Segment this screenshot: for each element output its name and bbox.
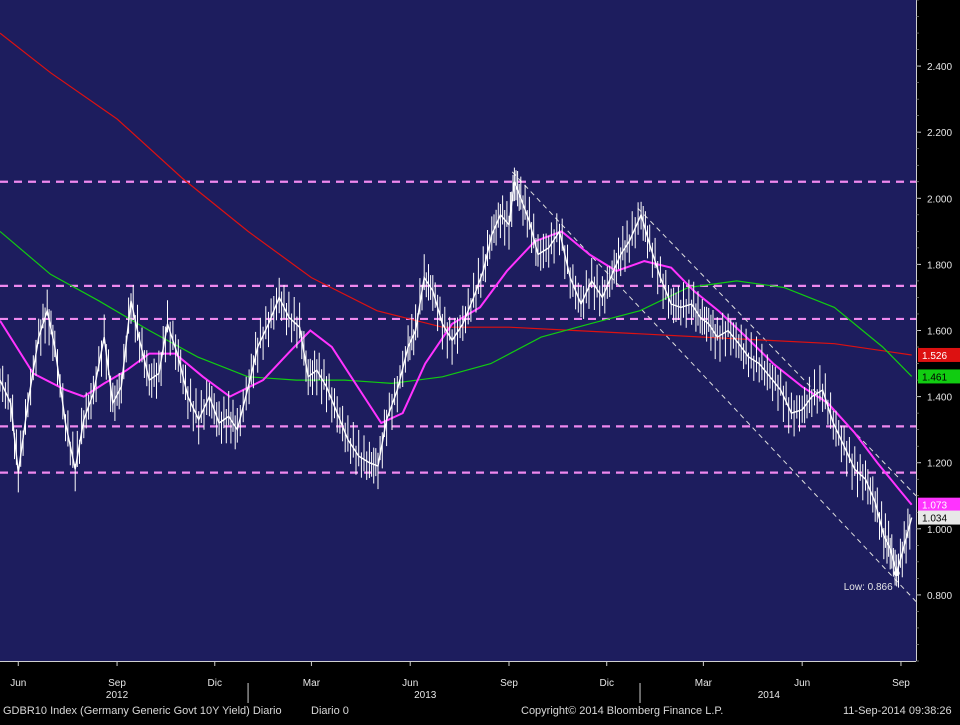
y-tick-label: 0.800 [927, 591, 952, 602]
ma-short-value-tag [918, 497, 960, 512]
price-value-tag [918, 510, 960, 525]
y-tick-label: 1.000 [927, 525, 952, 536]
low-annotation: Low: 0.866 [844, 582, 893, 593]
diario-label: Diario 0 [311, 705, 349, 717]
annotations: Low: 0.866 [844, 570, 900, 593]
y-tick-label: 1.600 [927, 327, 952, 338]
y-tick-label: 1.800 [927, 260, 952, 271]
y-tick-label: 1.200 [927, 459, 952, 470]
x-tick-label: Dic [600, 678, 614, 689]
ma-long-value-tag-label: 1.526 [922, 351, 947, 362]
x-tick-label: Jun [794, 678, 810, 689]
index-label: GDBR10 Index (Germany Generic Govt 10Y Y… [3, 705, 282, 717]
x-tick-label: Jun [402, 678, 418, 689]
year-label: 2012 [106, 690, 129, 701]
y-tick-label: 1.400 [927, 393, 952, 404]
price-value-tag-label: 1.034 [922, 514, 947, 525]
support-resistance-levels [0, 180, 916, 474]
copyright-label: Copyright© 2014 Bloomberg Finance L.P. [521, 705, 724, 717]
ma-long-value-tag [918, 347, 960, 362]
x-tick-label: Sep [108, 678, 126, 689]
y-tick-label: 2.000 [927, 194, 952, 205]
footer-bar: GDBR10 Index (Germany Generic Govt 10Y Y… [0, 703, 960, 720]
x-tick-label: Jun [10, 678, 26, 689]
ma-mid-value-tag-label: 1.461 [922, 372, 947, 383]
year-label: 2014 [758, 690, 781, 701]
year-label: 2013 [414, 690, 437, 701]
low-marker [893, 570, 900, 577]
x-tick-label: Mar [303, 678, 321, 689]
y-axis: 0.800 1.000 1.200 1.400 1.600 1.800 2.000 2.200… [916, 0, 960, 662]
x-tick-label: Sep [892, 678, 910, 689]
y-tick-label: 2.200 [927, 128, 952, 139]
x-tick-label: Mar [695, 678, 713, 689]
ma-short-line [0, 230, 913, 506]
x-tick-label: Dic [208, 678, 222, 689]
ma-mid-line [0, 230, 913, 385]
timestamp-label: 11-Sep-2014 09:38:26 [843, 705, 952, 717]
trend-channel [511, 171, 917, 602]
x-tick-label: Sep [500, 678, 518, 689]
y-tick-label: 2.400 [927, 62, 952, 73]
ma-mid-value-tag [918, 369, 960, 384]
price-series [0, 167, 913, 588]
ma-short-value-tag-label: 1.073 [922, 501, 947, 512]
channel-line [637, 207, 917, 497]
